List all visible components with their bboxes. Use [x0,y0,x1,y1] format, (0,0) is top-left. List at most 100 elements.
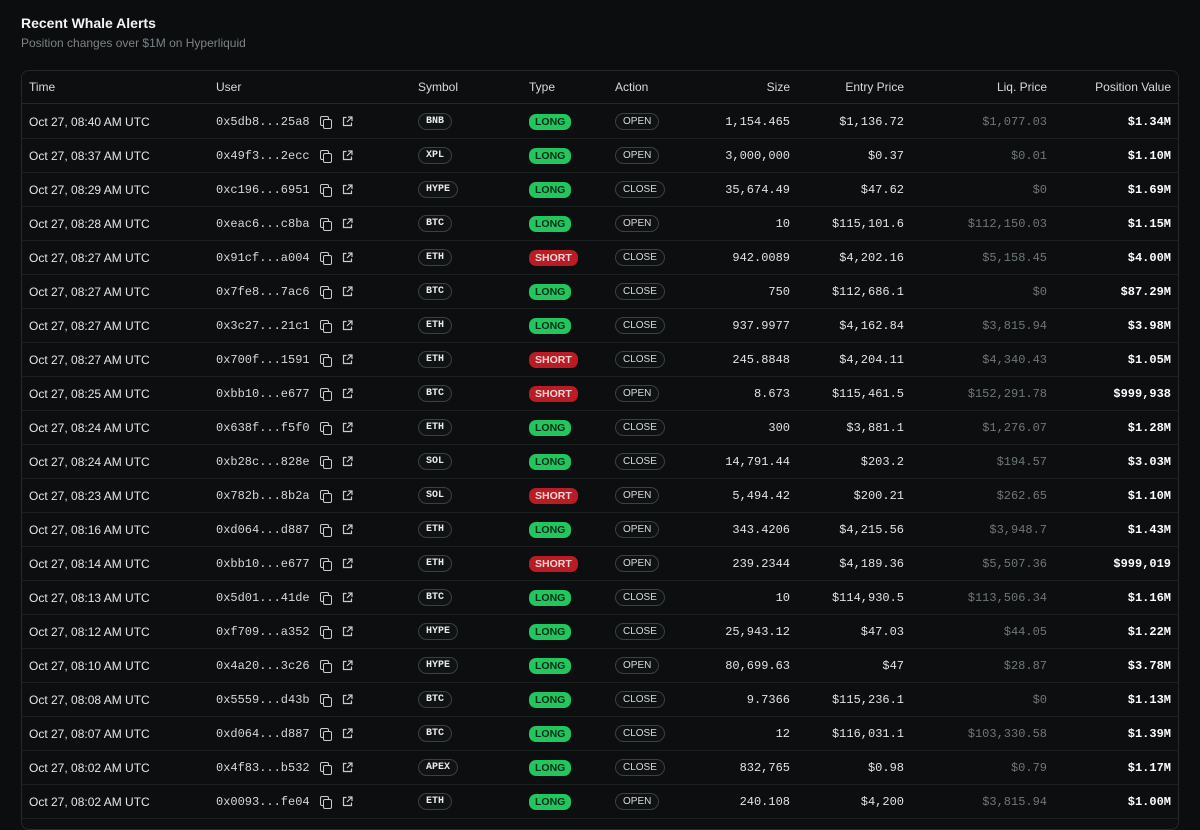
table-row[interactable]: Oct 27, 08:12 AM UTC 0xf709...a352 HYPE … [22,615,1178,649]
copy-icon[interactable] [319,455,332,469]
column-header-action[interactable]: Action [615,80,649,94]
external-link-icon[interactable] [342,727,354,740]
symbol-badge: BNB [418,113,453,130]
copy-icon[interactable] [319,659,332,673]
external-link-icon[interactable] [342,149,354,162]
user-address[interactable]: 0xd064...d887 [216,726,310,741]
user-address[interactable]: 0x700f...1591 [216,352,310,367]
copy-icon[interactable] [319,625,332,639]
external-link-icon[interactable] [342,183,354,196]
column-header-entry-price[interactable]: Entry Price [845,80,904,94]
column-header-type[interactable]: Type [529,80,556,94]
user-address[interactable]: 0x0093...fe04 [216,794,310,809]
user-address[interactable]: 0x91cf...a004 [216,250,310,265]
user-address[interactable]: 0x4f83...b532 [216,760,310,775]
position-value-cell: $1.69M [1127,182,1171,197]
table-row[interactable]: Oct 27, 08:10 AM UTC 0x4a20...3c26 HYPE … [22,649,1178,683]
copy-icon[interactable] [319,285,332,299]
copy-icon[interactable] [319,727,332,741]
external-link-icon[interactable] [342,761,354,774]
external-link-icon[interactable] [342,523,354,536]
user-address[interactable]: 0xb28c...828e [216,454,310,469]
copy-icon[interactable] [319,795,332,809]
external-link-icon[interactable] [342,217,354,230]
copy-icon[interactable] [319,523,332,537]
user-address[interactable]: 0x5db8...25a8 [216,114,310,129]
copy-icon[interactable] [319,319,332,333]
entry-price-cell: $0.98 [867,760,904,775]
table-row[interactable]: Oct 27, 08:23 AM UTC 0x782b...8b2a SOL S… [22,479,1178,513]
table-row[interactable]: Oct 27, 08:28 AM UTC 0xeac6...c8ba BTC L… [22,207,1178,241]
position-value-cell: $1.10M [1127,488,1171,503]
user-address[interactable]: 0x5559...d43b [216,692,310,707]
copy-icon[interactable] [319,693,332,707]
copy-icon[interactable] [319,183,332,197]
table-row[interactable]: Oct 27, 08:27 AM UTC 0x3c27...21c1 ETH L… [22,309,1178,343]
user-address[interactable]: 0xf709...a352 [216,624,310,639]
table-row[interactable]: Oct 27, 08:02 AM UTC 0x0093...fe04 ETH L… [22,785,1178,819]
external-link-icon[interactable] [342,489,354,502]
external-link-icon[interactable] [342,387,354,400]
table-row[interactable]: Oct 27, 08:24 AM UTC 0xb28c...828e SOL L… [22,445,1178,479]
external-link-icon[interactable] [342,319,354,332]
table-row[interactable]: Oct 27, 08:24 AM UTC 0x638f...f5f0 ETH L… [22,411,1178,445]
copy-icon[interactable] [319,353,332,367]
table-row[interactable]: Oct 27, 08:14 AM UTC 0xbb10...e677 ETH S… [22,547,1178,581]
table-row[interactable]: Oct 27, 08:27 AM UTC 0x7fe8...7ac6 BTC L… [22,275,1178,309]
column-header-symbol[interactable]: Symbol [418,80,459,94]
table-row[interactable]: Oct 27, 08:02 AM UTC 0x4f83...b532 APEX … [22,751,1178,785]
copy-icon[interactable] [319,557,332,571]
table-row[interactable]: Oct 27, 08:27 AM UTC 0x91cf...a004 ETH S… [22,241,1178,275]
external-link-icon[interactable] [342,693,354,706]
external-link-icon[interactable] [342,625,354,638]
column-header-size[interactable]: Size [766,80,790,94]
table-row[interactable]: Oct 27, 08:16 AM UTC 0xd064...d887 ETH L… [22,513,1178,547]
user-address[interactable]: 0x638f...f5f0 [216,420,310,435]
table-row[interactable]: Oct 27, 08:29 AM UTC 0xc196...6951 HYPE … [22,173,1178,207]
copy-icon[interactable] [319,387,332,401]
user-address[interactable]: 0xd064...d887 [216,522,310,537]
table-row[interactable]: Oct 27, 08:07 AM UTC 0xd064...d887 BTC L… [22,717,1178,751]
column-header-liq-price[interactable]: Liq. Price [996,80,1047,94]
external-link-icon[interactable] [342,115,354,128]
user-address[interactable]: 0x49f3...2ecc [216,148,310,163]
copy-icon[interactable] [319,251,332,265]
table-row[interactable]: Oct 27, 08:40 AM UTC 0x5db8...25a8 BNB L… [22,105,1178,139]
user-address[interactable]: 0xbb10...e677 [216,386,310,401]
user-address[interactable]: 0x4a20...3c26 [216,658,310,673]
user-address[interactable]: 0x3c27...21c1 [216,318,310,333]
copy-icon[interactable] [319,591,332,605]
external-link-icon[interactable] [342,455,354,468]
table-row[interactable]: Oct 27, 08:27 AM UTC 0x700f...1591 ETH S… [22,343,1178,377]
external-link-icon[interactable] [342,353,354,366]
type-badge: LONG [529,147,572,164]
external-link-icon[interactable] [342,557,354,570]
column-header-user[interactable]: User [216,80,242,94]
external-link-icon[interactable] [342,251,354,264]
column-header-time[interactable]: Time [29,80,56,94]
copy-icon[interactable] [319,115,332,129]
external-link-icon[interactable] [342,795,354,808]
user-address[interactable]: 0x5d01...41de [216,590,310,605]
external-link-icon[interactable] [342,421,354,434]
copy-icon[interactable] [319,149,332,163]
table-row[interactable]: Oct 27, 08:08 AM UTC 0x5559...d43b BTC L… [22,683,1178,717]
user-address[interactable]: 0xc196...6951 [216,182,310,197]
user-address[interactable]: 0x7fe8...7ac6 [216,284,310,299]
copy-icon[interactable] [319,421,332,435]
copy-icon[interactable] [319,761,332,775]
table-row[interactable]: Oct 27, 08:25 AM UTC 0xbb10...e677 BTC S… [22,377,1178,411]
copy-icon[interactable] [319,489,332,503]
user-address[interactable]: 0x782b...8b2a [216,488,310,503]
external-link-icon[interactable] [342,591,354,604]
external-link-icon[interactable] [342,285,354,298]
user-address[interactable]: 0xbb10...e677 [216,556,310,571]
external-link-icon[interactable] [342,659,354,672]
type-badge: LONG [529,113,572,130]
table-row[interactable]: Oct 27, 08:37 AM UTC 0x49f3...2ecc XPL L… [22,139,1178,173]
action-badge: CLOSE [615,759,665,776]
user-address[interactable]: 0xeac6...c8ba [216,216,310,231]
copy-icon[interactable] [319,217,332,231]
table-row[interactable]: Oct 27, 08:13 AM UTC 0x5d01...41de BTC L… [22,581,1178,615]
column-header-position-value[interactable]: Position Value [1095,80,1171,94]
